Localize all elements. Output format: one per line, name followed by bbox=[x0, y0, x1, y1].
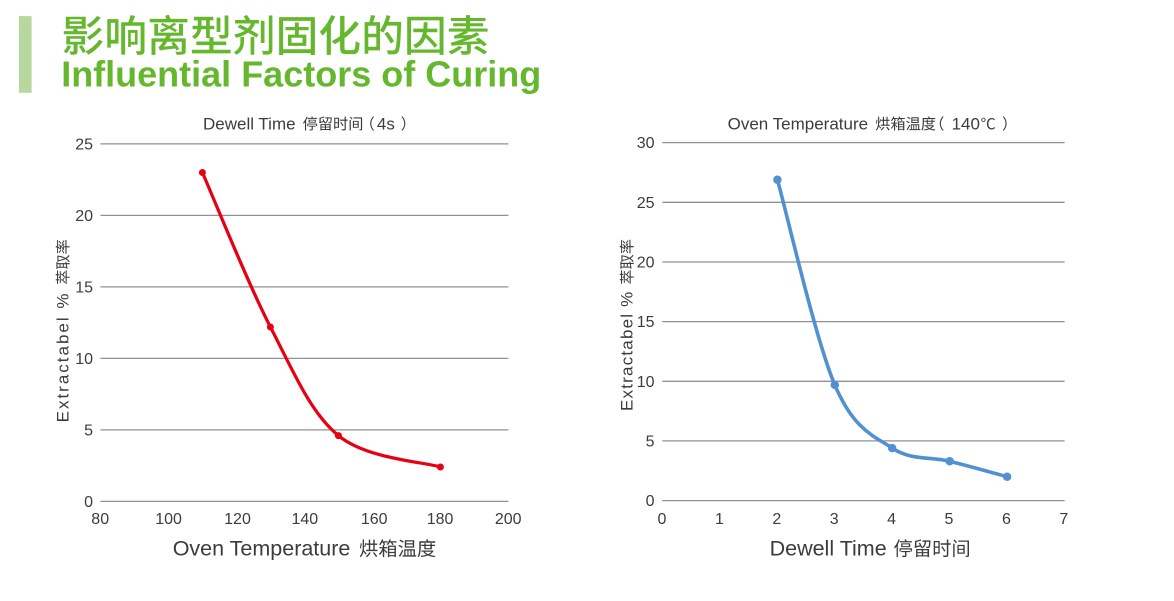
svg-text:25: 25 bbox=[75, 137, 93, 154]
svg-text:Extractabel %: Extractabel % bbox=[54, 292, 73, 423]
svg-text:4: 4 bbox=[887, 511, 896, 528]
svg-text:160: 160 bbox=[361, 511, 388, 528]
svg-text:5: 5 bbox=[945, 511, 954, 528]
svg-text:5: 5 bbox=[646, 434, 655, 451]
svg-text:20: 20 bbox=[75, 208, 93, 225]
svg-text:180: 180 bbox=[427, 511, 454, 528]
svg-text:5: 5 bbox=[84, 423, 93, 440]
svg-text:140: 140 bbox=[291, 511, 318, 528]
svg-text:4s: 4s bbox=[377, 114, 395, 133]
svg-text:20: 20 bbox=[637, 255, 655, 272]
svg-text:100: 100 bbox=[155, 511, 182, 528]
svg-text:Oven Temperature: Oven Temperature bbox=[173, 537, 351, 561]
svg-text:25: 25 bbox=[637, 195, 655, 212]
svg-text:Oven Temperature: Oven Temperature bbox=[728, 114, 868, 133]
svg-text:10: 10 bbox=[637, 374, 655, 391]
svg-text:30: 30 bbox=[637, 135, 655, 152]
svg-text:Extractabel %: Extractabel % bbox=[618, 291, 637, 411]
svg-text:Dewell Time: Dewell Time bbox=[203, 114, 296, 133]
svg-text:3: 3 bbox=[830, 511, 839, 528]
svg-text:120: 120 bbox=[224, 511, 251, 528]
svg-text:0: 0 bbox=[658, 511, 667, 528]
svg-text:Influential Factors of Curing: Influential Factors of Curing bbox=[61, 54, 541, 95]
svg-text:140: 140 bbox=[952, 114, 980, 133]
svg-text:0: 0 bbox=[84, 494, 93, 511]
svg-text:6: 6 bbox=[1002, 511, 1011, 528]
svg-text:80: 80 bbox=[91, 511, 109, 528]
svg-text:10: 10 bbox=[75, 351, 93, 368]
svg-text:2: 2 bbox=[772, 511, 781, 528]
svg-text:15: 15 bbox=[637, 314, 655, 331]
svg-text:Dewell Time: Dewell Time bbox=[770, 537, 887, 561]
svg-text:200: 200 bbox=[495, 511, 522, 528]
svg-text:1: 1 bbox=[715, 511, 724, 528]
svg-text:0: 0 bbox=[646, 493, 655, 510]
svg-text:7: 7 bbox=[1059, 511, 1068, 528]
svg-text:15: 15 bbox=[75, 280, 93, 297]
